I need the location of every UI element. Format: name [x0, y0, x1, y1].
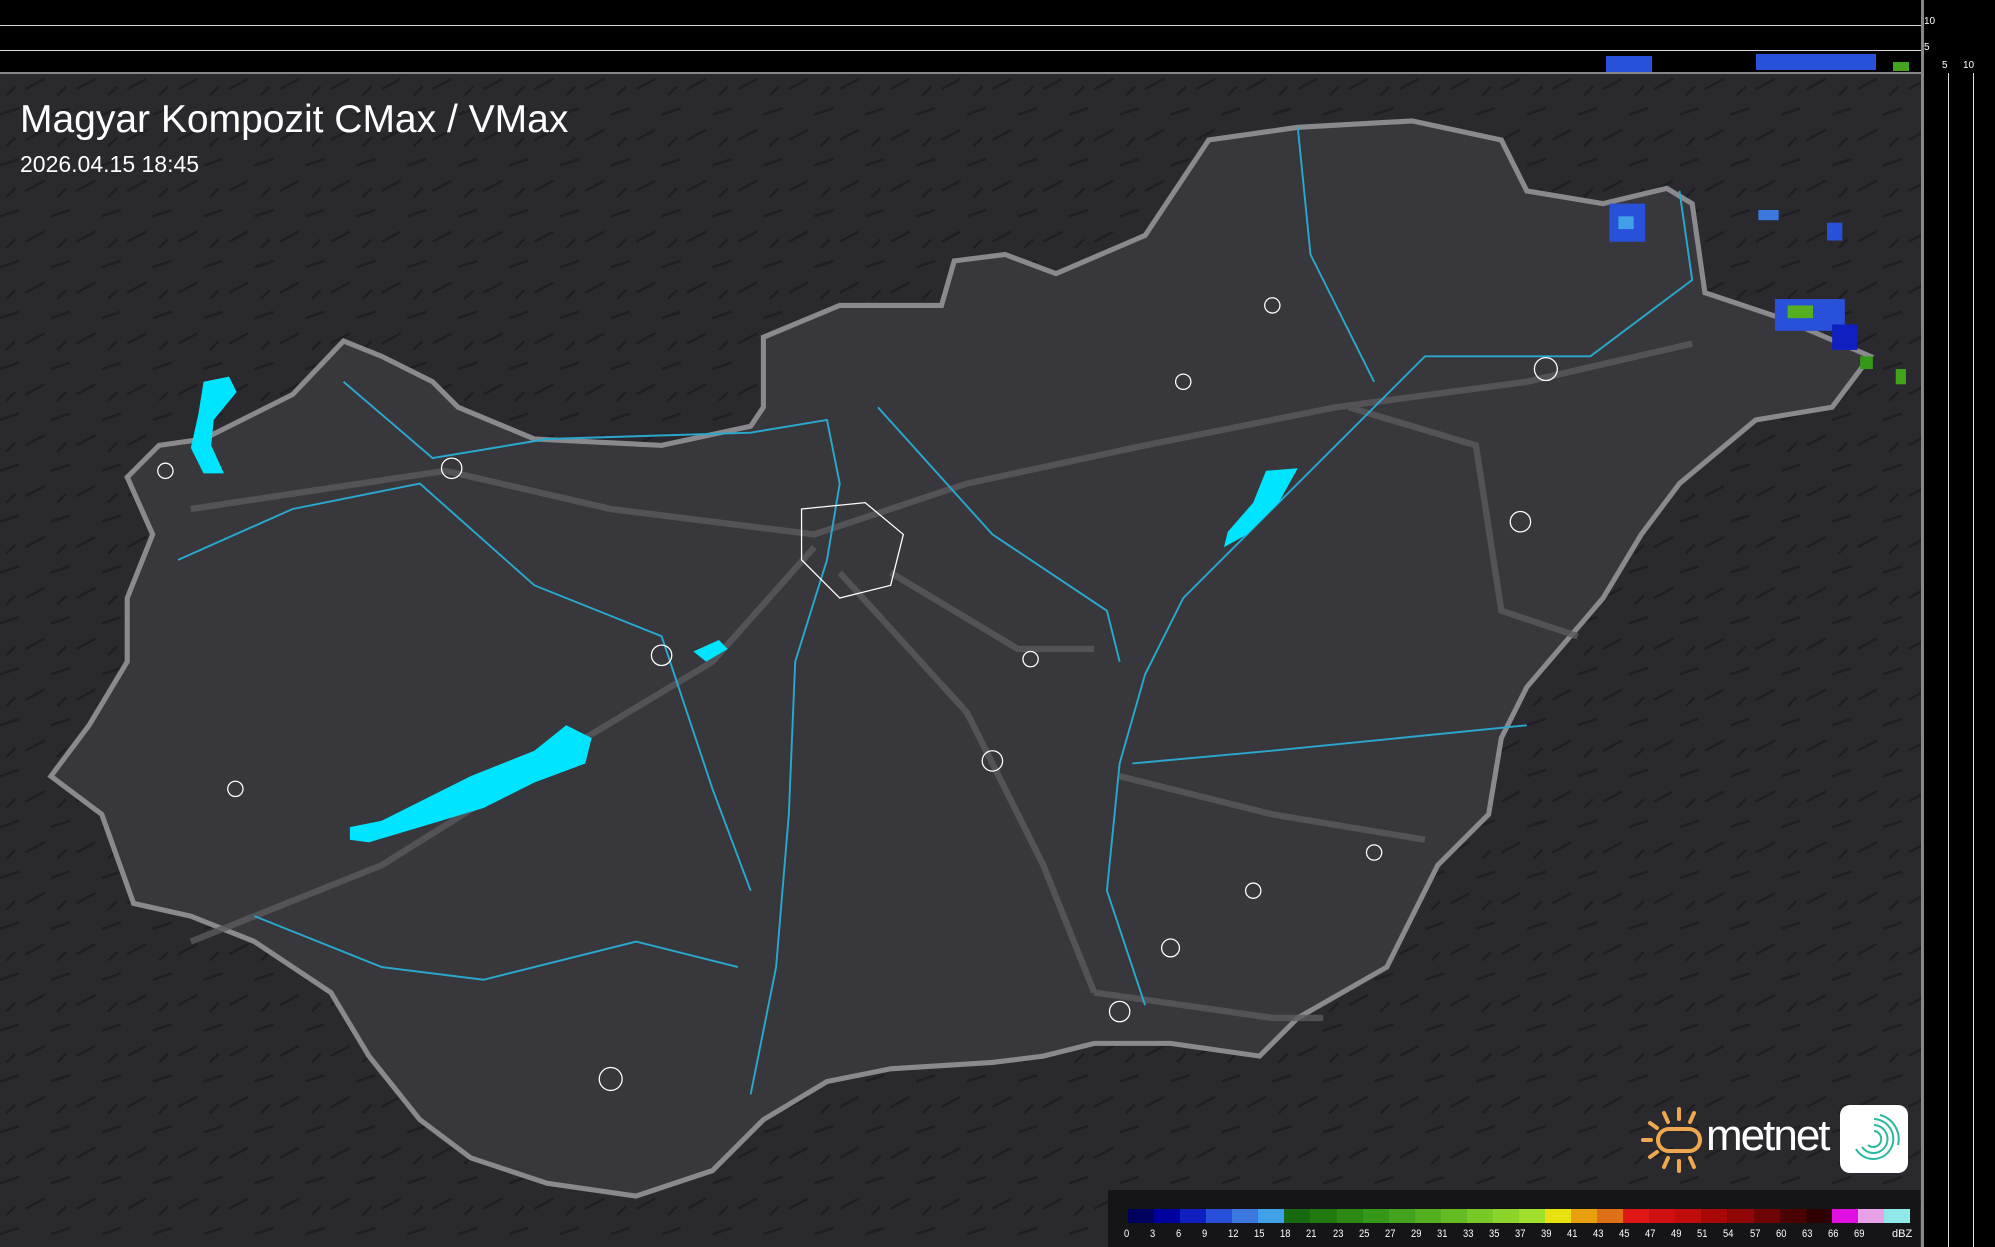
legend-label: 37: [1514, 1228, 1526, 1240]
legend-swatch: 27: [1385, 1209, 1415, 1240]
app-icon: [1840, 1105, 1908, 1173]
brand-name: metnet: [1706, 1111, 1831, 1160]
legend-label: 66: [1827, 1228, 1839, 1240]
legend-swatch: 69: [1854, 1209, 1884, 1240]
legend-label: 18: [1280, 1228, 1291, 1240]
legend-swatch: 60: [1776, 1209, 1806, 1240]
legend-swatch: 49: [1671, 1209, 1702, 1240]
legend-unit: dBZ: [1892, 1228, 1913, 1240]
legend-label: 69: [1853, 1228, 1865, 1240]
legend-swatch: 63: [1802, 1209, 1832, 1240]
axis-label: 5: [1942, 60, 1948, 71]
legend-swatch: [1883, 1209, 1910, 1223]
legend-label: 33: [1462, 1228, 1474, 1240]
legend-swatch: 35: [1489, 1209, 1519, 1240]
legend-swatch: 57: [1750, 1209, 1780, 1240]
radar-map[interactable]: [0, 74, 1921, 1247]
legend-swatch: 18: [1280, 1209, 1311, 1240]
vertical-profile-right: [1921, 0, 1995, 1247]
legend-label: 3: [1150, 1228, 1156, 1240]
legend-swatch: 41: [1567, 1209, 1598, 1240]
lake-neusiedl: [190, 376, 237, 474]
gridline-10: [0, 25, 1921, 26]
legend-label: 9: [1202, 1228, 1208, 1240]
legend-label: 31: [1436, 1228, 1448, 1240]
axis-label: 10: [1924, 16, 1936, 27]
legend-swatch: 15: [1254, 1209, 1285, 1240]
legend-swatch: 3: [1150, 1209, 1181, 1240]
legend-label: 51: [1697, 1228, 1708, 1240]
legend-swatch: 47: [1645, 1209, 1676, 1240]
legend-label: 57: [1749, 1228, 1760, 1240]
legend-swatch: 25: [1359, 1209, 1389, 1240]
legend-swatch: 9: [1202, 1209, 1233, 1240]
legend-label: 0: [1124, 1228, 1130, 1240]
legend-swatch: 37: [1515, 1209, 1545, 1240]
legend-label: 35: [1488, 1228, 1500, 1240]
lake-balaton: [349, 725, 592, 843]
map-timestamp: 2026.04.15 18:45: [20, 151, 200, 177]
profile-echoes: [1606, 54, 1909, 72]
gridline-10: [1973, 73, 1974, 1247]
gridline-5: [1948, 73, 1949, 1247]
legend-swatch: 12: [1228, 1209, 1259, 1240]
legend-swatch: 66: [1828, 1209, 1858, 1240]
legend-swatch: 51: [1697, 1209, 1728, 1240]
legend-label: 21: [1306, 1228, 1317, 1240]
metnet-logo: metnet: [1640, 1105, 1910, 1175]
legend-swatch: 54: [1723, 1209, 1754, 1240]
legend-label: 6: [1176, 1228, 1182, 1240]
swirl-icon: [1855, 1114, 1900, 1160]
hungary-map-svg: [0, 74, 1921, 1247]
legend-swatch: 33: [1463, 1209, 1493, 1240]
legend-label: 47: [1645, 1228, 1656, 1240]
towns: [157, 297, 1558, 1092]
legend-label: 29: [1410, 1228, 1422, 1240]
legend-label: 23: [1332, 1228, 1343, 1240]
axis-label: 5: [1924, 42, 1930, 53]
vertical-profile-top: [0, 0, 1995, 74]
legend-swatch: 39: [1541, 1209, 1572, 1240]
lake-velence: [693, 640, 728, 662]
legend-swatch: 23: [1333, 1209, 1363, 1240]
legend-label: 41: [1567, 1228, 1578, 1240]
gridline-5: [0, 50, 1921, 51]
dbz-color-legend: 0 3 6 9 12 15 18 21 23 25 27 29 31 33 35 37 39 41 43 45 47 49…: [1108, 1190, 1920, 1247]
legend-label: 15: [1254, 1228, 1265, 1240]
axis-label: 10: [1963, 60, 1975, 71]
legend-color-bar: 0 3 6 9 12 15 18 21 23 25 27 29 31 33 35 37 39 41 43 45 47 49…: [1124, 1209, 1910, 1240]
legend-label: 12: [1228, 1228, 1239, 1240]
legend-swatch: 6: [1176, 1209, 1207, 1240]
legend-swatch: 21: [1306, 1209, 1337, 1240]
legend-label: 27: [1384, 1228, 1396, 1240]
radar-echoes: [1609, 203, 1906, 385]
profile-divider: [0, 72, 1995, 74]
map-title: Magyar Kompozit CMax / VMax: [20, 98, 569, 141]
legend-swatch: 0: [1124, 1209, 1155, 1240]
lakes: [190, 376, 1298, 843]
legend-label: 45: [1619, 1228, 1630, 1240]
legend-swatch: 31: [1437, 1209, 1467, 1240]
sun-icon: [1641, 1107, 1702, 1173]
lake-tisza: [1223, 468, 1298, 548]
legend-label: 43: [1593, 1228, 1604, 1240]
legend-label: 60: [1775, 1228, 1786, 1240]
legend-swatch: 45: [1619, 1209, 1650, 1240]
hungary-border: [47, 118, 1875, 1199]
legend-label: 39: [1541, 1228, 1552, 1240]
legend-label: 25: [1358, 1228, 1369, 1240]
legend-label: 63: [1801, 1228, 1813, 1240]
legend-label: 49: [1671, 1228, 1682, 1240]
legend-swatch: 43: [1593, 1209, 1624, 1240]
legend-swatch: 29: [1411, 1209, 1441, 1240]
legend-label: 54: [1723, 1228, 1734, 1240]
